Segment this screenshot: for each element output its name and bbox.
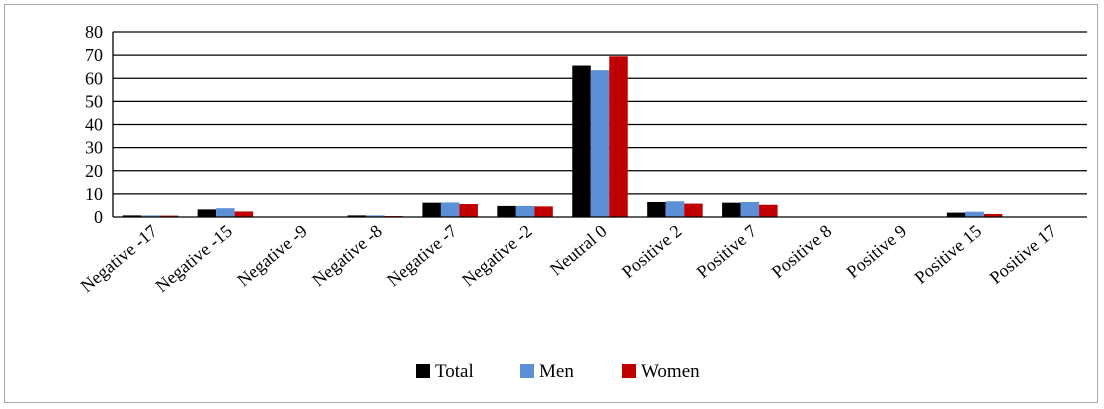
x-tick-label: Neutral 0	[546, 221, 611, 280]
legend-label-women: Women	[641, 361, 700, 382]
x-tick-label: Negative -15	[151, 221, 235, 296]
bar-men	[365, 215, 385, 217]
bar-women	[609, 56, 628, 217]
bar-women	[234, 211, 254, 217]
axes	[112, 32, 1087, 218]
bar-men	[515, 205, 535, 217]
y-tick-label: 30	[85, 138, 103, 158]
x-tick-label: Positive 7	[693, 221, 761, 282]
x-tick-label: Negative -17	[77, 221, 161, 296]
y-tick-label: 60	[85, 68, 103, 88]
bars	[122, 56, 1078, 217]
bar-total	[122, 215, 142, 217]
y-tick-label: 50	[85, 91, 103, 111]
y-tick-label: 0	[94, 207, 103, 227]
chart-frame: 0 10 20 30 40 50 60 70 80 Negative -17 Negative -…	[4, 4, 1098, 403]
bar-men	[141, 215, 160, 217]
bar-men	[590, 70, 610, 217]
x-tick-label: Positive 17	[986, 221, 1061, 288]
bar-men	[216, 208, 235, 217]
y-tick-label: 10	[85, 184, 103, 204]
legend-label-total: Total	[435, 361, 474, 382]
bar-total	[572, 65, 591, 217]
legend-label-men: Men	[539, 361, 574, 382]
bar-men	[740, 201, 760, 217]
legend-swatch-women	[622, 364, 636, 378]
y-tick-label: 80	[85, 22, 103, 42]
legend: Total Men Women	[416, 361, 700, 382]
x-tick-label: Positive 8	[768, 221, 836, 282]
bar-women	[159, 215, 179, 217]
bar-women	[534, 206, 553, 217]
y-tick-label: 40	[85, 115, 103, 135]
y-tick-label: 20	[85, 161, 103, 181]
bar-total	[347, 215, 366, 217]
bar-men	[965, 211, 984, 217]
bar-women	[759, 204, 778, 217]
bar-women	[684, 203, 703, 217]
bar-total	[946, 212, 966, 217]
bar-men	[665, 201, 685, 217]
x-tick-label: Positive 15	[911, 221, 986, 288]
bar-total	[197, 209, 217, 217]
x-tick-label: Negative -7	[383, 221, 461, 291]
bar-women	[459, 204, 478, 217]
bar-total	[422, 202, 441, 217]
bar-women	[983, 213, 1003, 217]
legend-swatch-total	[416, 364, 430, 378]
bar-total	[497, 205, 516, 217]
bar-total	[647, 201, 666, 217]
bar-men	[440, 202, 460, 217]
bar-total	[722, 202, 741, 217]
x-tick-label: Negative -8	[308, 221, 386, 291]
y-axis-tick-labels: 0 10 20 30 40 50 60 70 80	[85, 22, 103, 227]
y-tick-label: 70	[85, 45, 103, 65]
x-tick-label: Negative -2	[458, 221, 536, 291]
x-tick-label: Positive 2	[618, 221, 686, 282]
legend-swatch-men	[520, 364, 534, 378]
x-tick-label: Negative -9	[233, 221, 311, 291]
x-tick-label: Positive 9	[843, 221, 911, 282]
